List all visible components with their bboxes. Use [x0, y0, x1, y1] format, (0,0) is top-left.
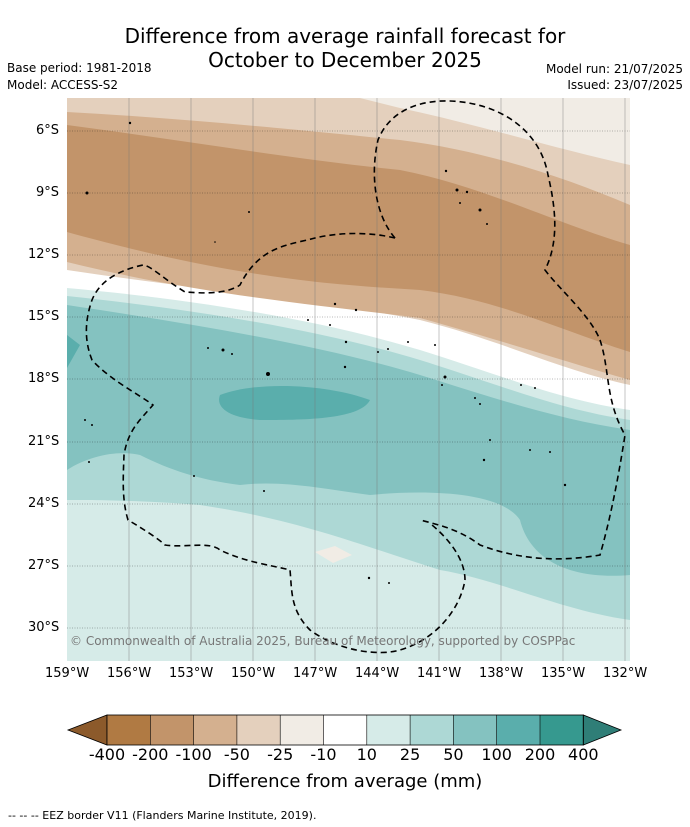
colorbar	[66, 714, 623, 746]
colorbar-segment	[540, 715, 584, 745]
colorbar-segment	[496, 715, 541, 745]
colorbar-tick-label: 100	[481, 745, 512, 764]
colorbar-segment	[323, 715, 368, 745]
colorbar-segment	[107, 715, 151, 745]
band-dry-lightest	[360, 98, 630, 165]
colorbar-tick-label: 10	[356, 745, 377, 764]
band-wet-5	[67, 335, 80, 368]
lon-label: 138°W	[479, 666, 524, 681]
lat-label: 30°S	[28, 620, 60, 635]
colorbar-extend-high	[582, 714, 623, 746]
colorbar-segment	[453, 715, 498, 745]
lat-label: 15°S	[28, 309, 60, 324]
eez-legend: -- -- -- EEZ border V11 (Flanders Marine…	[8, 809, 317, 822]
colorbar-tick-label: 25	[399, 745, 421, 764]
lat-label: 12°S	[28, 247, 60, 262]
lon-label: 156°W	[107, 666, 152, 681]
colorbar-segment	[410, 715, 454, 745]
lat-label: 6°S	[36, 123, 60, 138]
map-fill	[67, 98, 630, 661]
lat-label: 24°S	[28, 496, 60, 511]
colorbar-tick-label: 50	[443, 745, 464, 764]
colorbar-tick-label: -100	[175, 745, 212, 764]
colorbar-segment	[193, 715, 238, 745]
chart-title-line2: October to December 2025	[208, 48, 482, 72]
colorbar-segment	[280, 715, 324, 745]
model-name: Model: ACCESS-S2	[7, 78, 119, 92]
lat-label: 21°S	[28, 434, 60, 449]
lon-label: 159°W	[45, 666, 90, 681]
colorbar-tick-label: -10	[310, 745, 337, 764]
colorbar-tick-label: 200	[524, 745, 556, 764]
colorbar-tick-label: -200	[132, 745, 169, 764]
lon-label: 153°W	[169, 666, 214, 681]
band-dry-strong	[67, 125, 630, 352]
lon-label: 144°W	[355, 666, 400, 681]
base-period: Base period: 1981-2018	[7, 61, 152, 75]
lon-label: 132°W	[603, 666, 648, 681]
band-wet-3	[67, 305, 630, 576]
lon-label: 150°W	[231, 666, 276, 681]
colorbar-segment	[366, 715, 411, 745]
colorbar-extend-low	[66, 714, 108, 746]
band-wet-4	[219, 385, 370, 420]
colorbar-segment	[236, 715, 281, 745]
chart-title-line1: Difference from average rainfall forecas…	[124, 24, 566, 48]
islands	[84, 121, 567, 584]
colorbar-tick-label: -50	[223, 745, 250, 764]
lon-label: 135°W	[541, 666, 586, 681]
band-dry-patch	[315, 546, 352, 563]
colorbar-title: Difference from average (mm)	[207, 771, 483, 792]
eez-borders	[85, 100, 626, 654]
colorbar-tick-label: -25	[267, 745, 294, 764]
colorbar-tick-label: 400	[568, 745, 599, 764]
colorbar-segment	[150, 715, 195, 745]
lon-label: 147°W	[293, 666, 338, 681]
lat-label: 18°S	[28, 371, 60, 386]
lon-label: 141°W	[417, 666, 462, 681]
copyright-notice: © Commonwealth of Australia 2025, Bureau…	[70, 634, 576, 648]
model-run: Model run: 21/07/2025	[545, 62, 683, 76]
issued-date: Issued: 23/07/2025	[567, 78, 683, 92]
colorbar-tick-label: -400	[88, 745, 126, 764]
meridians	[128, 98, 626, 661]
lat-label: 27°S	[28, 558, 60, 573]
lat-label: 9°S	[36, 185, 60, 200]
